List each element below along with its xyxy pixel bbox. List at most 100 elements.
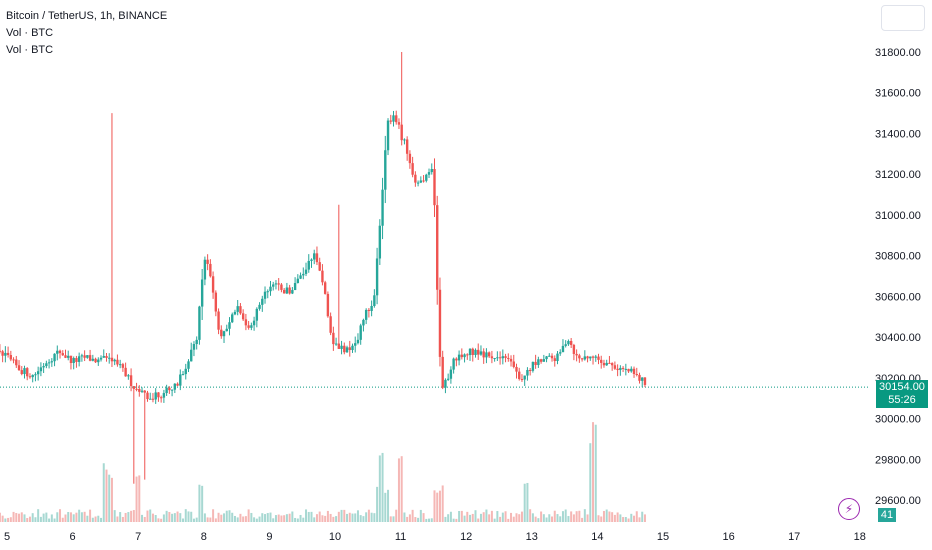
volume-bar: [18, 513, 21, 522]
candle-body: [482, 351, 485, 358]
candle-body: [124, 367, 127, 377]
volume-bar: [515, 513, 518, 522]
candle-body: [280, 284, 283, 290]
volume-bar: [45, 512, 48, 522]
volume-bar: [223, 513, 226, 522]
chart-settings-icon[interactable]: [881, 5, 925, 31]
volume-bar: [42, 513, 45, 522]
volume-bar: [474, 510, 477, 522]
volume-bar: [321, 515, 324, 522]
candle-body: [143, 390, 146, 393]
volume-bar: [477, 518, 480, 522]
volume-bar: [34, 517, 37, 522]
candle-body: [485, 352, 488, 358]
candle-body: [449, 369, 453, 379]
volume-bar: [176, 511, 179, 522]
volume-bar: [425, 518, 428, 522]
volume-bar: [187, 511, 190, 522]
candle-body: [507, 357, 510, 359]
volume-bar: [548, 514, 551, 522]
lightning-bolt-icon[interactable]: ⚡︎: [838, 498, 860, 520]
candle-body: [181, 374, 185, 376]
candle-body: [520, 378, 524, 380]
volume-bar: [168, 512, 171, 522]
price-tick-label: 30600.00: [875, 291, 921, 303]
volume-bar: [255, 518, 258, 522]
volume-bar: [466, 511, 469, 522]
candle-body: [192, 344, 196, 350]
candle-body: [373, 295, 376, 306]
candle-body: [422, 180, 425, 182]
candle-body: [247, 325, 250, 328]
candle-body: [313, 253, 316, 260]
candle-body: [310, 259, 313, 261]
volume-bar: [110, 477, 113, 522]
candle-body: [460, 354, 464, 358]
volume-bar: [37, 509, 40, 522]
candle-body: [132, 386, 136, 389]
candle-body: [397, 122, 401, 125]
volume-bar: [395, 509, 398, 522]
candle-body: [567, 340, 570, 345]
candle-body: [165, 387, 168, 394]
volume-bar: [253, 517, 256, 522]
volume-bar: [313, 517, 316, 522]
candle-body: [244, 319, 248, 326]
candle-body: [381, 189, 384, 226]
volume-bar: [387, 489, 390, 522]
volume-bar: [526, 482, 529, 522]
volume-bar: [274, 515, 277, 522]
symbol-title[interactable]: Bitcoin / TetherUS, 1h, BINANCE: [6, 10, 168, 22]
volume-bar: [299, 514, 302, 522]
volume-indicator-label-2[interactable]: Vol · BTC: [6, 44, 54, 56]
candle-body: [534, 361, 537, 366]
candle-body: [266, 291, 269, 293]
candle-body: [542, 359, 546, 362]
time-tick-label: 18: [854, 531, 866, 543]
candle-body: [624, 368, 628, 370]
price-axis[interactable]: 31800.00 31600.00 31400.00 31200.00 31000.00…: [875, 47, 921, 507]
volume-bar: [403, 512, 406, 522]
volume-bar: [332, 516, 335, 522]
time-tick-label: 8: [201, 531, 207, 543]
volume-bar: [315, 514, 318, 522]
candle-body: [411, 163, 414, 175]
candle-body: [512, 361, 515, 367]
volume-bar: [135, 476, 138, 522]
candle-body: [200, 279, 204, 307]
volume-bar: [67, 512, 70, 522]
time-axis[interactable]: 5 6 7 8 9 10 11 12 13 14 15 16 17 18: [4, 531, 866, 543]
volume-indicator-label[interactable]: Vol · BTC: [6, 27, 54, 39]
candle-body: [302, 273, 305, 276]
volume-bars: [0, 422, 646, 522]
price-tick-label: 29800.00: [875, 454, 921, 466]
candle-body: [416, 182, 420, 184]
candle-body: [282, 289, 286, 294]
volume-bar: [179, 513, 182, 522]
candle-body: [195, 339, 198, 345]
candle-body: [173, 383, 177, 390]
volume-bar: [408, 514, 411, 522]
volume-bar: [337, 511, 340, 522]
candle-body: [121, 364, 125, 368]
candles: [0, 52, 647, 484]
candle-body: [329, 316, 332, 333]
candle-body: [395, 115, 398, 123]
candle-body: [526, 370, 529, 376]
candle-body: [479, 351, 483, 355]
volume-bar: [362, 516, 365, 522]
candle-body: [17, 365, 21, 371]
volume-bar: [488, 514, 491, 522]
time-tick-label: 14: [591, 531, 603, 543]
volume-bar: [154, 515, 157, 522]
candle-body: [556, 353, 559, 362]
volume-bar: [212, 509, 215, 522]
candle-body: [359, 325, 362, 340]
volume-bar: [384, 492, 387, 522]
volume-bar: [348, 512, 351, 522]
candle-body: [370, 305, 373, 311]
volume-bar: [397, 458, 400, 522]
candle-body: [367, 309, 371, 311]
candle-body: [58, 350, 62, 354]
